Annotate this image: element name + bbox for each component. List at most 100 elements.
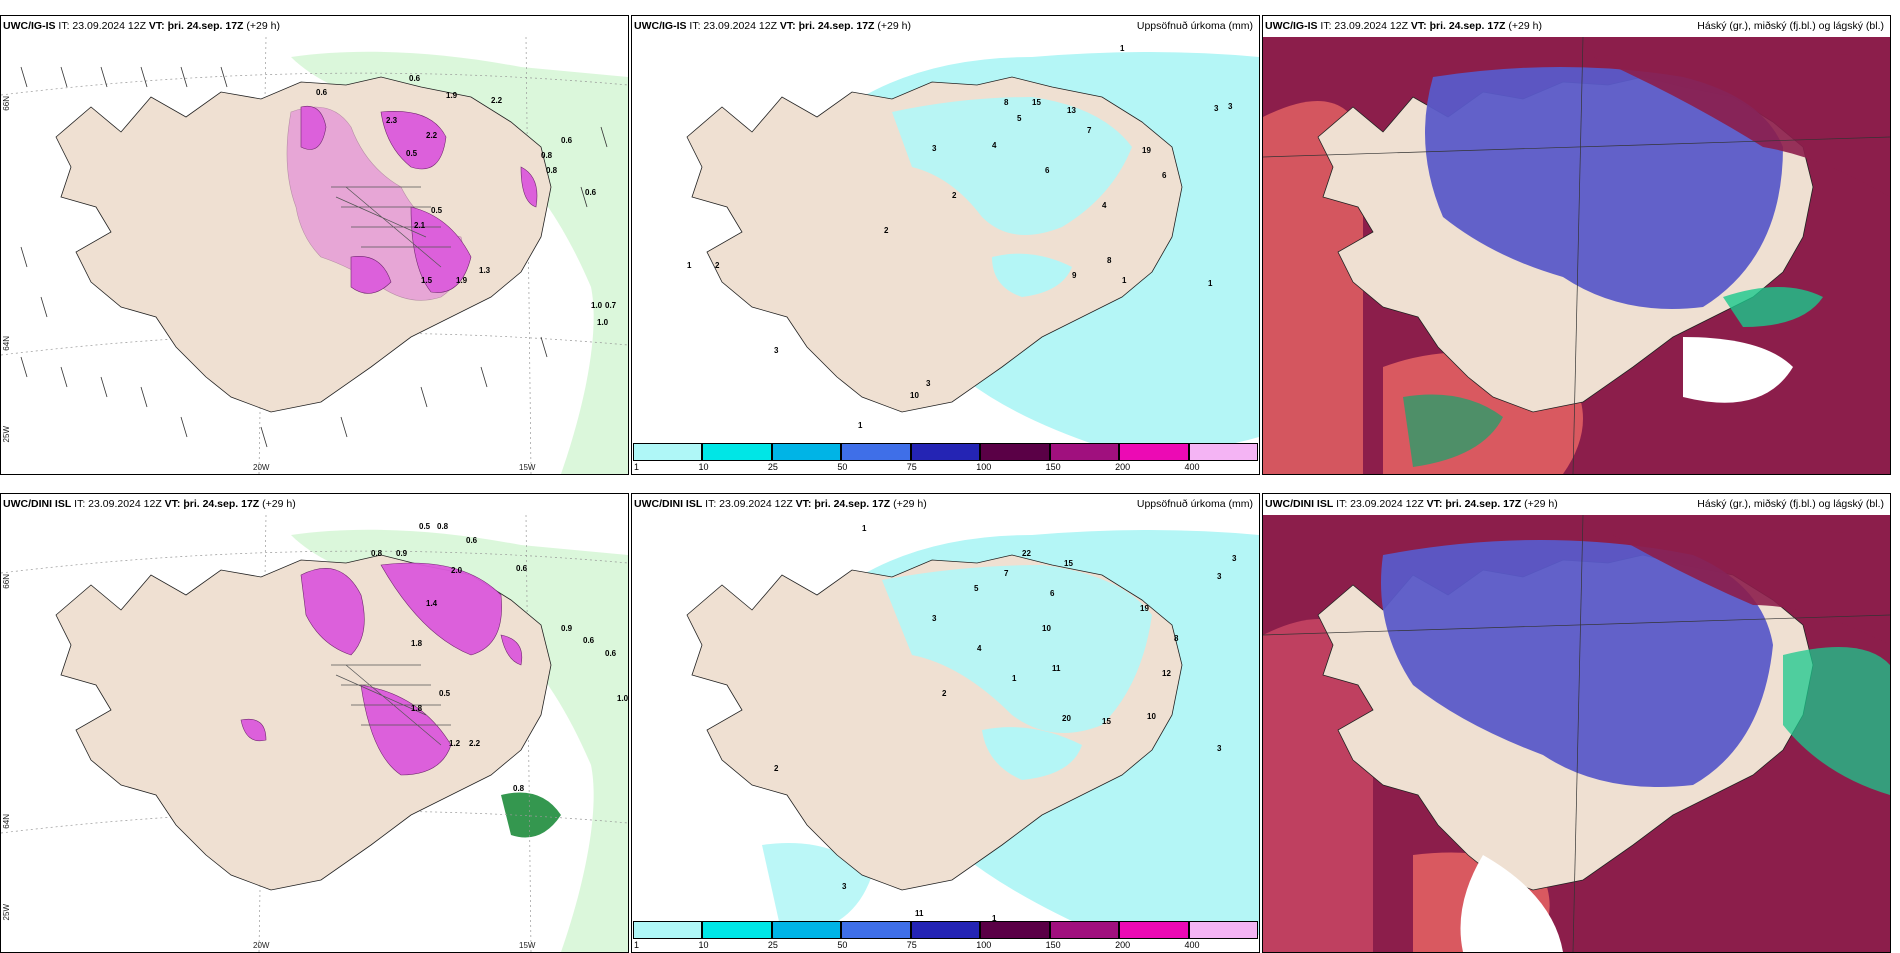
precip-value: 1 [862,524,867,533]
lat-label-66n: 66N [2,574,11,589]
precip-value: 3 [1214,104,1219,113]
lon-label-15w: 15W [519,941,536,950]
wind-value: 2.0 [451,566,463,575]
precip-value: 3 [932,614,937,623]
precip-panel-row2: UWC/DINI ISL IT: 23.09.2024 12Z VT: þri.… [631,493,1260,953]
precip-value: 10 [1042,624,1051,633]
precip-value: 7 [1004,569,1009,578]
wind-value: 1.4 [426,599,438,608]
precip-value: 13 [1067,106,1076,115]
wind-panel-row2: UWC/DINI ISL IT: 23.09.2024 12Z VT: þri.… [0,493,629,953]
precip-value: 2 [774,764,779,773]
precip-panel-row1: UWC/IG-IS IT: 23.09.2024 12Z VT: þri. 24… [631,15,1260,475]
wind-value: 0.6 [466,536,478,545]
cloud-map [1263,515,1890,952]
wind-map [1,515,628,952]
colorbar-swatch [980,443,1050,461]
wind-value: 2.2 [469,739,481,748]
cloud-panel-row2: UWC/DINI ISL IT: 23.09.2024 12Z VT: þri.… [1262,493,1891,953]
colorbar-tick-label: 1 [634,462,640,472]
precip-value: 2 [884,226,889,235]
precip-value: 5 [974,584,979,593]
colorbar-tick-label: 50 [837,462,848,472]
precip-value: 3 [774,346,779,355]
precip-value: 19 [1142,146,1151,155]
panel-header: UWC/IG-IS IT: 23.09.2024 12Z VT: þri. 24… [1,16,628,37]
precip-value: 4 [1102,201,1107,210]
colorbar-tick-label: 200 [1115,940,1131,950]
wind-value: 0.9 [396,549,408,558]
wind-value: 2.2 [491,96,503,105]
colorbar-tick-label: 400 [1184,940,1200,950]
precip-value: 6 [1162,171,1167,180]
colorbar-tick-label: 100 [976,462,992,472]
precip-value: 10 [1147,712,1156,721]
precip-value: 3 [842,882,847,891]
lat-label-64n: 64N [2,814,11,829]
colorbar-tick-label: 50 [837,940,848,950]
colorbar-swatch [702,921,772,939]
precip-value: 1 [1120,44,1125,53]
colorbar-tick-label: 100 [976,940,992,950]
colorbar-tick-label: 75 [906,462,917,472]
precip-value: 15 [1102,717,1111,726]
precip-value: 11 [1052,664,1061,673]
wind-value: 1.0 [591,301,603,310]
wind-value: 0.6 [585,188,597,197]
lon-label-20w: 20W [253,941,270,950]
wind-value: 2.1 [414,221,426,230]
colorbar-tick-label: 10 [698,940,709,950]
precip-value: 4 [977,644,982,653]
colorbar-swatch [980,921,1050,939]
wind-value: 0.8 [546,166,558,175]
panel-header: UWC/DINI ISL IT: 23.09.2024 12Z VT: þri.… [1,494,628,515]
lon-label-25w: 25W [2,426,11,443]
panel-header: UWC/DINI ISL IT: 23.09.2024 12Z VT: þri.… [632,494,1259,515]
precip-value: 1 [687,261,692,270]
precip-value: 3 [926,379,931,388]
colorbar-tick-label: 1 [634,940,640,950]
precip-value: 1 [992,914,997,923]
precip-value: 8 [1174,634,1179,643]
precip-map [632,37,1259,474]
wind-value: 0.6 [316,88,328,97]
precip-value: 1 [1208,279,1213,288]
wind-value: 0.5 [439,689,451,698]
wind-value: 0.7 [605,301,617,310]
precip-value: 22 [1022,549,1031,558]
colorbar-swatch [910,443,981,461]
colorbar-tick-label: 25 [767,462,778,472]
precip-value: 6 [1045,166,1050,175]
colorbar-swatch [910,921,981,939]
wind-value: 1.2 [449,739,461,748]
precip-value: 3 [932,144,937,153]
precip-value: 1 [1122,276,1127,285]
precip-value: 15 [1064,559,1073,568]
wind-value: 1.0 [617,694,629,703]
colorbar-swatch [1119,921,1189,939]
wind-value: 1.8 [411,704,423,713]
colorbar-tick-label: 25 [767,940,778,950]
precip-value: 2 [952,191,957,200]
precip-value: 3 [1232,554,1237,563]
wind-value: 0.6 [409,74,421,83]
cloud-panel-row1: UWC/IG-IS IT: 23.09.2024 12Z VT: þri. 24… [1262,15,1891,475]
colorbar-swatch [1119,443,1189,461]
colorbar-swatch [633,921,703,939]
lon-label-25w: 25W [2,904,11,921]
precip-value: 1 [858,421,863,430]
precip-value: 12 [1162,669,1171,678]
precip-value: 6 [1050,589,1055,598]
precip-value: 15 [1032,98,1041,107]
panel-header: UWC/DINI ISL IT: 23.09.2024 12Z VT: þri.… [1263,494,1890,515]
precip-value: 20 [1062,714,1071,723]
wind-value: 0.8 [541,151,553,160]
wind-value: 1.8 [411,639,423,648]
colorbar-swatch [1188,443,1258,461]
precip-value: 3 [1228,102,1233,111]
wind-value: 0.9 [561,624,573,633]
colorbar-swatch [1049,443,1120,461]
colorbar: 1 10 25 50 75 100 150 200 400 [633,921,1258,951]
wind-value: 0.5 [419,522,431,531]
wind-value: 0.8 [513,784,525,793]
